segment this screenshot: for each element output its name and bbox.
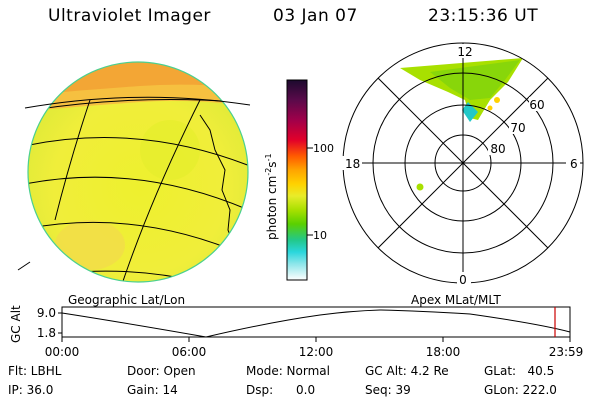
svg-text:photon cm-2s-1: photon cm-2s-1 (264, 153, 279, 240)
timeline-xtick: 23:59 (549, 345, 584, 359)
mlat-label-70: 70 (510, 121, 525, 135)
timeline-xtick: 18:00 (426, 345, 461, 359)
time-label: 23:15:36 UT (428, 6, 539, 26)
polar-blob (416, 183, 424, 191)
colorbar-unit-label: photon cm-2s-1 (264, 153, 279, 240)
timeline-ytick: 1.8 (37, 326, 56, 340)
glat-info: GLat: 40.5 (484, 364, 555, 378)
timeline-xtick: 00:00 (45, 345, 80, 359)
mlt-label-6: 6 (570, 157, 578, 171)
altitude-curve (61, 309, 571, 338)
dsp-info: Dsp: 0.0 (246, 383, 316, 397)
mode-info: Mode: Normal (246, 364, 330, 378)
polar-panel-label: Apex MLat/MLT (411, 293, 501, 307)
filter-info: Flt: LBHL (8, 364, 62, 378)
mlt-label-12: 12 (457, 45, 472, 59)
glon-info: GLon: 222.0 (484, 383, 557, 397)
timeline-xtick: 12:00 (299, 345, 334, 359)
timeline-ytick: 9.0 (37, 306, 56, 320)
colorbar-tick: 10 (313, 229, 327, 242)
ip-info: IP: 36.0 (8, 383, 54, 397)
gain-info: Gain: 14 (127, 383, 178, 397)
timeline-ylabel: GC Alt (9, 305, 23, 343)
mlt-label-18: 18 (345, 157, 360, 171)
door-info: Door: Open (127, 364, 196, 378)
app-title: Ultraviolet Imager (48, 6, 211, 26)
gc-alt-info: GC Alt: 4.2 Re (365, 364, 449, 378)
timeline-xtick: 06:00 (172, 345, 207, 359)
geo-panel-label: Geographic Lat/Lon (68, 293, 186, 307)
colorbar-tick: 100 (313, 142, 334, 155)
mlat-label-80: 80 (490, 142, 505, 156)
mlt-label-0: 0 (459, 273, 467, 287)
mlat-label-60: 60 (529, 98, 544, 112)
seq-info: Seq: 39 (365, 383, 411, 397)
date-label: 03 Jan 07 (273, 6, 358, 26)
